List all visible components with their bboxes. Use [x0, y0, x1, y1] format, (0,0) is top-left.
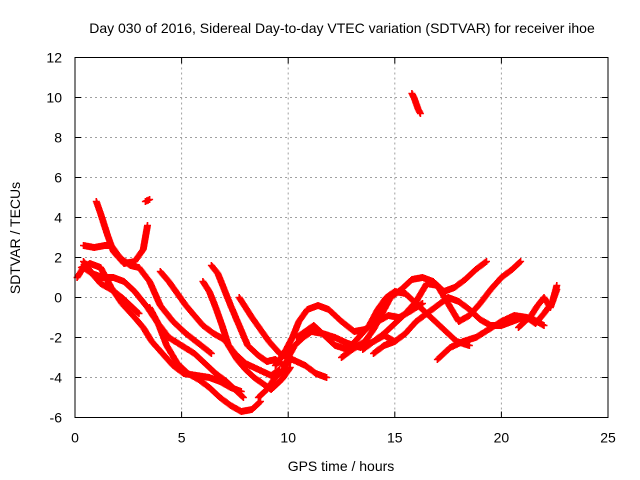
y-tick-label: 10	[46, 90, 62, 106]
y-tick-label: 12	[46, 50, 62, 66]
axis-ticks: 0 5 10 15 20 25 -6 -4 -2 0 2 4 6 8 10 12	[46, 50, 616, 446]
y-axis-title: SDTVAR / TECUs	[7, 182, 23, 294]
y-tick-label: 6	[54, 170, 62, 186]
x-tick-label: 15	[387, 430, 403, 446]
x-axis-title: GPS time / hours	[288, 458, 395, 474]
series-arc-5	[92, 198, 151, 267]
grid	[75, 57, 608, 418]
chart-title: Day 030 of 2016, Sidereal Day-to-day VTE…	[89, 20, 595, 36]
series-arc-20	[408, 90, 424, 117]
x-tick-label: 20	[494, 430, 510, 446]
data-points	[73, 90, 561, 415]
data-point-markers	[146, 304, 264, 415]
plot-frame	[74, 57, 609, 418]
y-tick-label: 8	[54, 130, 62, 146]
data-point-markers	[408, 90, 424, 117]
y-tick-label: 0	[54, 290, 62, 306]
series-arc-19	[515, 286, 561, 331]
y-tick-label: -4	[50, 370, 63, 386]
data-point-markers	[141, 196, 154, 205]
data-point-markers	[515, 286, 561, 331]
x-tick-label: 5	[178, 430, 186, 446]
y-tick-label: -6	[50, 410, 63, 426]
data-point-markers	[359, 258, 525, 353]
series-arc-7	[146, 304, 264, 415]
y-tick-label: 2	[54, 250, 62, 266]
data-point-markers	[92, 198, 151, 267]
x-tick-label: 0	[71, 430, 79, 446]
y-tick-label: 4	[54, 210, 62, 226]
x-tick-label: 10	[280, 430, 296, 446]
series-arc-6	[141, 196, 154, 205]
y-tick-label: -2	[50, 330, 63, 346]
series-arc-16	[359, 258, 525, 353]
x-tick-label: 25	[600, 430, 616, 446]
